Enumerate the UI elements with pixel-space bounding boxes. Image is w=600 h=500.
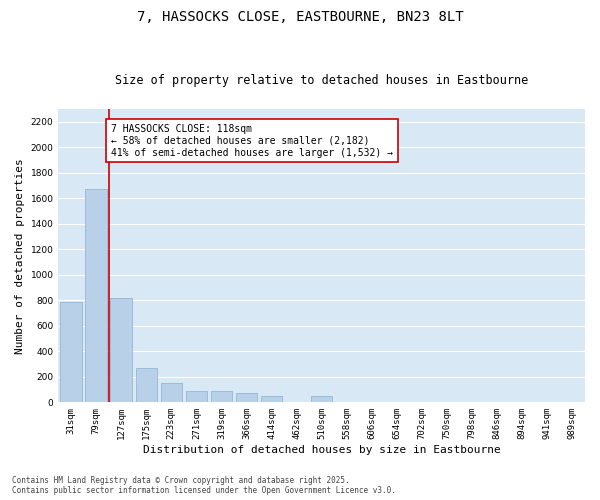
Y-axis label: Number of detached properties: Number of detached properties <box>15 158 25 354</box>
Text: Contains HM Land Registry data © Crown copyright and database right 2025.
Contai: Contains HM Land Registry data © Crown c… <box>12 476 396 495</box>
Bar <box>236 394 257 402</box>
X-axis label: Distribution of detached houses by size in Eastbourne: Distribution of detached houses by size … <box>143 445 500 455</box>
Text: 7, HASSOCKS CLOSE, EASTBOURNE, BN23 8LT: 7, HASSOCKS CLOSE, EASTBOURNE, BN23 8LT <box>137 10 463 24</box>
Bar <box>136 368 157 402</box>
Bar <box>211 391 232 402</box>
Text: 7 HASSOCKS CLOSE: 118sqm
← 58% of detached houses are smaller (2,182)
41% of sem: 7 HASSOCKS CLOSE: 118sqm ← 58% of detach… <box>111 124 393 158</box>
Title: Size of property relative to detached houses in Eastbourne: Size of property relative to detached ho… <box>115 74 529 87</box>
Bar <box>161 383 182 402</box>
Bar <box>261 396 282 402</box>
Bar <box>110 298 132 403</box>
Bar <box>60 302 82 402</box>
Bar <box>311 396 332 402</box>
Bar <box>185 391 207 402</box>
Bar <box>85 190 107 402</box>
